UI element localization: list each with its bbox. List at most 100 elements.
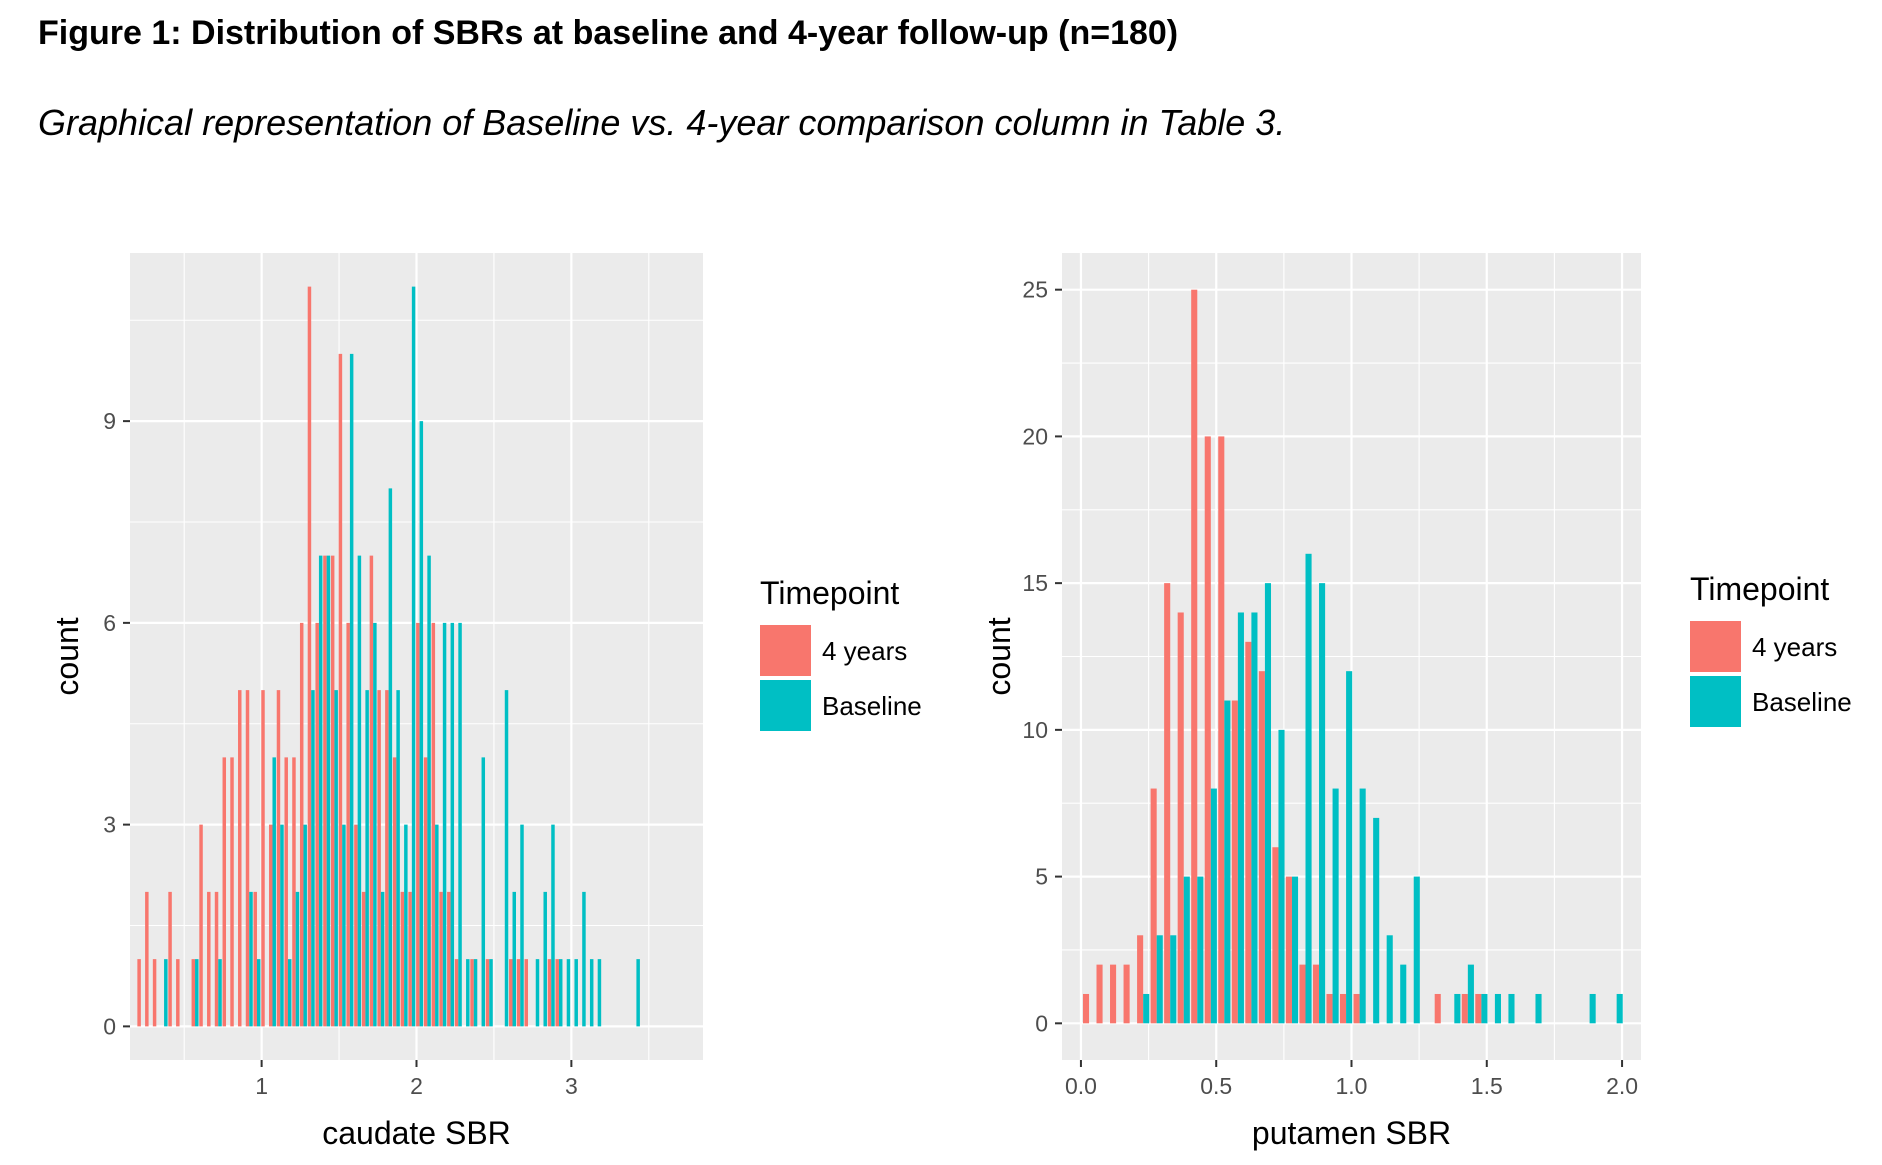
putamen-bar-baseline	[1319, 583, 1326, 1024]
caudate-bar-baseline	[636, 959, 640, 1027]
caudate-bar-4-years	[346, 622, 350, 1027]
caudate-bar-baseline	[342, 824, 346, 1027]
caudate-axes: 1 2 3 0 3 6 9	[103, 408, 578, 1099]
caudate-bar-baseline	[357, 555, 362, 1027]
putamen-y-tick-label: 25	[1022, 277, 1048, 303]
caudate-bar-baseline	[597, 959, 602, 1027]
caudate-bar-baseline	[442, 622, 447, 1027]
putamen-bar-4-years	[1434, 993, 1441, 1024]
caudate-bar-4-years	[315, 622, 319, 1027]
caudate-bar-4-years	[400, 891, 405, 1027]
caudate-bar-4-years	[338, 353, 343, 1027]
caudate-bar-4-years	[299, 622, 304, 1027]
putamen-bar-baseline	[1359, 788, 1366, 1024]
caudate-bar-baseline	[287, 959, 292, 1027]
putamen-chart: 0.0 0.5 1.0 1.5 2.0 0 5 10 15 20 25 putamen SBR co…	[981, 253, 1852, 1151]
putamen-bar-4-years	[1110, 964, 1117, 1024]
putamen-bar-4-years	[1326, 993, 1333, 1024]
putamen-bar-baseline	[1535, 993, 1542, 1024]
putamen-bar-baseline	[1224, 700, 1231, 1024]
putamen-legend-title: Timepoint	[1690, 571, 1829, 607]
putamen-bar-baseline	[1156, 935, 1163, 1024]
putamen-axes: 0.0 0.5 1.0 1.5 2.0 0 5 10 15 20 25	[1022, 277, 1638, 1099]
caudate-bar-4-years	[377, 690, 381, 1027]
caudate-bar-4-years	[385, 690, 389, 1027]
caudate-legend-label-baseline: Baseline	[822, 691, 922, 721]
putamen-bar-baseline	[1346, 671, 1353, 1024]
caudate-bar-4-years	[416, 622, 420, 1027]
putamen-bar-baseline	[1278, 729, 1285, 1024]
caudate-bar-baseline	[295, 891, 300, 1027]
caudate-bar-baseline	[427, 555, 431, 1027]
caudate-bar-4-years	[137, 959, 141, 1027]
putamen-y-tick-label: 0	[1035, 1010, 1048, 1036]
putamen-bar-4-years	[1340, 993, 1347, 1024]
caudate-bar-4-years	[423, 757, 428, 1027]
putamen-bar-baseline	[1481, 993, 1488, 1024]
caudate-bar-4-years	[222, 757, 227, 1027]
putamen-bar-4-years	[1218, 436, 1225, 1024]
caudate-bar-4-years	[238, 690, 242, 1027]
caudate-bar-baseline	[458, 622, 462, 1027]
caudate-bar-4-years	[408, 891, 412, 1027]
caudate-bars	[137, 286, 640, 1027]
caudate-bar-baseline	[311, 690, 315, 1027]
figure-subtitle: Graphical representation of Baseline vs.…	[38, 102, 1286, 143]
caudate-bar-baseline	[218, 959, 222, 1027]
caudate-bar-baseline	[195, 959, 199, 1027]
putamen-bar-4-years	[1204, 436, 1211, 1024]
putamen-legend-key-4-years	[1690, 621, 1741, 672]
putamen-bar-4-years	[1258, 671, 1265, 1024]
putamen-bar-4-years	[1150, 788, 1157, 1024]
caudate-bar-4-years	[547, 959, 552, 1027]
putamen-bar-baseline	[1237, 612, 1244, 1024]
caudate-bar-baseline	[466, 959, 470, 1027]
caudate-bar-baseline	[349, 353, 354, 1027]
caudate-x-axis-label: caudate SBR	[322, 1115, 511, 1151]
caudate-bar-baseline	[473, 959, 478, 1027]
putamen-bar-4-years	[1096, 964, 1103, 1024]
putamen-x-tick-label: 0.5	[1200, 1073, 1232, 1099]
caudate-bar-4-years	[230, 757, 234, 1027]
caudate-bar-baseline	[388, 488, 393, 1027]
caudate-y-tick-label: 6	[103, 610, 116, 636]
putamen-bar-4-years	[1312, 964, 1320, 1024]
caudate-bar-baseline	[551, 824, 555, 1027]
caudate-bar-baseline	[558, 959, 563, 1027]
caudate-bar-4-years	[330, 555, 335, 1027]
putamen-legend-label-baseline: Baseline	[1752, 687, 1852, 717]
caudate-bar-baseline	[543, 891, 547, 1027]
putamen-bar-4-years	[1299, 964, 1306, 1024]
putamen-bar-baseline	[1264, 583, 1272, 1024]
caudate-bar-4-years	[207, 891, 211, 1027]
caudate-legend-label-4-years: 4 years	[822, 636, 907, 666]
caudate-bar-baseline	[512, 891, 517, 1027]
caudate-bar-baseline	[450, 622, 455, 1027]
caudate-bar-4-years	[516, 959, 521, 1027]
caudate-bar-4-years	[485, 959, 490, 1027]
putamen-x-axis-label: putamen SBR	[1252, 1115, 1451, 1151]
putamen-y-tick-label: 15	[1022, 570, 1048, 596]
caudate-bar-4-years	[392, 757, 397, 1027]
caudate-bar-4-years	[431, 622, 436, 1027]
putamen-y-axis-label: count	[981, 617, 1017, 695]
caudate-legend: Timepoint 4 years Baseline	[760, 575, 922, 731]
putamen-y-tick-label: 20	[1022, 423, 1048, 449]
caudate-bar-4-years	[214, 891, 219, 1027]
putamen-x-tick-label: 0.0	[1065, 1073, 1097, 1099]
caudate-bar-4-years	[555, 959, 559, 1027]
putamen-bar-baseline	[1494, 993, 1501, 1024]
putamen-x-tick-label: 2.0	[1606, 1073, 1638, 1099]
caudate-bar-baseline	[365, 690, 369, 1027]
caudate-bar-baseline	[326, 555, 331, 1027]
caudate-y-axis-label: count	[49, 617, 85, 695]
putamen-bar-baseline	[1589, 993, 1596, 1024]
putamen-bar-4-years	[1191, 289, 1198, 1024]
putamen-bar-4-years	[1231, 700, 1238, 1024]
putamen-bar-4-years	[1177, 612, 1184, 1024]
caudate-x-tick-label: 3	[565, 1073, 578, 1099]
caudate-bar-baseline	[520, 824, 524, 1027]
caudate-bar-4-years	[292, 757, 296, 1027]
caudate-x-tick-label: 2	[410, 1073, 423, 1099]
